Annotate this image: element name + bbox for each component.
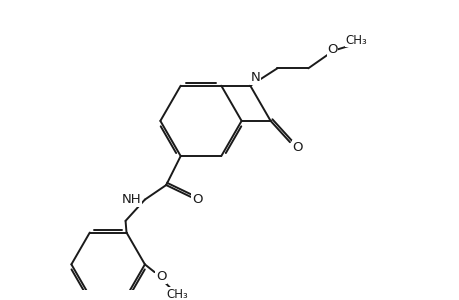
Text: O: O	[156, 271, 166, 284]
Text: O: O	[191, 193, 202, 206]
Text: O: O	[292, 140, 302, 154]
Text: O: O	[326, 44, 337, 56]
Text: NH: NH	[121, 193, 141, 206]
Text: CH₃: CH₃	[166, 288, 187, 300]
Text: CH₃: CH₃	[345, 34, 367, 47]
Text: N: N	[250, 71, 259, 85]
